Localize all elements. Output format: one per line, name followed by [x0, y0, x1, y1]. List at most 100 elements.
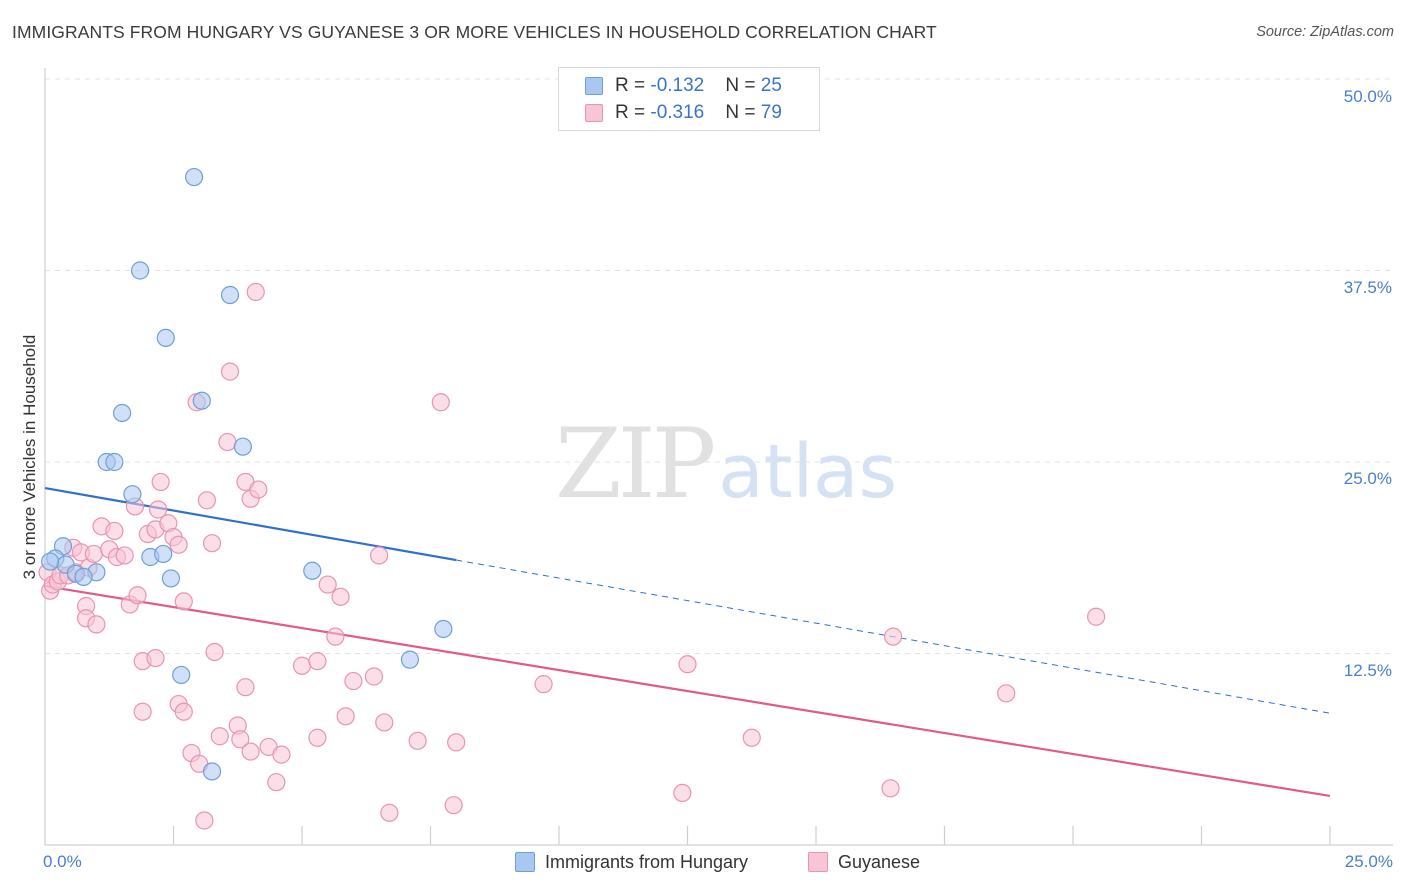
guyanese-point	[236, 678, 255, 697]
guyanese-point	[881, 779, 900, 798]
legend-swatch-hungary	[585, 77, 603, 95]
guyanese-point	[1087, 607, 1106, 626]
hungary-point	[220, 285, 240, 305]
guyanese-point	[249, 480, 268, 499]
hungary-point	[123, 485, 142, 504]
legend-n-label: N =	[725, 102, 761, 123]
guyanese-point	[336, 707, 355, 726]
hungary-point	[434, 619, 453, 639]
hungary-point	[303, 561, 322, 580]
guyanese-point	[742, 728, 761, 747]
legend-r-label: R =	[615, 75, 651, 96]
guyanese-point	[220, 362, 240, 381]
guyanese-point	[447, 733, 466, 752]
guyanese-point	[115, 546, 134, 565]
hungary-point	[74, 567, 93, 587]
guyanese-point	[210, 727, 229, 746]
guyanese-point	[678, 655, 697, 674]
guyanese-point	[174, 702, 193, 721]
legend-n-label: N =	[725, 75, 761, 96]
grid-lines	[45, 78, 1393, 654]
hungary-point	[112, 403, 132, 423]
y-axis-label: 3 or more Vehicles in Household	[20, 334, 39, 580]
legend-r-value: -0.316	[650, 102, 705, 123]
axes	[44, 68, 1393, 846]
guyanese-point	[169, 535, 188, 554]
guyanese-point	[246, 282, 265, 302]
trend-lines	[44, 486, 1331, 798]
guyanese-point	[444, 796, 463, 815]
bottom-legend-label-guyanese: Guyanese	[838, 852, 921, 872]
guyanese-point	[318, 575, 337, 594]
y-tick-label: 37.5%	[1343, 278, 1392, 297]
guyanese-point	[202, 534, 222, 553]
guyanese-point	[326, 627, 345, 646]
guyanese-point	[534, 675, 553, 694]
hungary-point	[202, 762, 222, 781]
guyanese-point	[883, 627, 903, 646]
guyanese-point	[364, 667, 384, 686]
legend-r-value: -0.132	[650, 75, 705, 96]
guyanese-point	[148, 500, 168, 519]
hungary-point	[130, 261, 150, 280]
guyanese-point	[195, 811, 214, 830]
bottom-legend-hungary: Immigrants from Hungary	[515, 852, 748, 873]
legend-n-value: 25	[760, 75, 782, 96]
guyanese-point	[308, 652, 327, 671]
legend-r-label: R =	[615, 102, 651, 123]
guyanese-point	[380, 803, 399, 822]
guyanese-point	[344, 671, 363, 691]
hungary-point	[400, 650, 420, 669]
hungary-point	[161, 569, 181, 588]
guyanese-point	[218, 432, 237, 452]
guyanese-point	[408, 731, 427, 750]
guyanese-point	[241, 742, 260, 761]
guyanese-point	[105, 521, 124, 541]
correlation-legend: R = -0.132 N = 25 R = -0.316 N = 79	[558, 67, 820, 131]
y-tick-label: 12.5%	[1343, 661, 1392, 680]
bottom-legend-swatch-guyanese	[808, 852, 828, 872]
guyanese-point	[292, 656, 312, 675]
guyanese-point	[128, 586, 147, 605]
data-points	[38, 167, 1106, 830]
guyanese-point	[431, 393, 450, 412]
guyanese-point	[84, 544, 103, 564]
bottom-legend-label-hungary: Immigrants from Hungary	[545, 852, 749, 872]
guyanese-point	[370, 546, 389, 565]
guyanese-point	[331, 587, 350, 606]
guyanese-point	[375, 713, 394, 732]
hungary-point	[172, 665, 191, 685]
x-tick-label-right: 25.0%	[1344, 852, 1393, 871]
guyanese-point	[308, 728, 327, 747]
guyanese-point	[267, 773, 286, 792]
legend-n-value: 79	[760, 102, 782, 123]
hungary-point	[192, 391, 211, 410]
hungary-point	[154, 544, 173, 564]
trend-line-hungary	[44, 486, 457, 562]
guyanese-point	[146, 648, 165, 668]
y-tick-label: 50.0%	[1343, 87, 1392, 106]
guyanese-point	[151, 472, 170, 492]
chart-title: IMMIGRANTS FROM HUNGARY VS GUYANESE 3 OR…	[12, 22, 937, 42]
guyanese-point	[272, 745, 291, 764]
guyanese-point	[205, 642, 224, 662]
legend-swatch-guyanese	[585, 104, 603, 122]
hungary-point	[105, 452, 124, 472]
watermark-zip: ZIP	[555, 408, 716, 520]
guyanese-point	[133, 702, 152, 721]
x-tick-label-left: 0.0%	[43, 852, 82, 871]
watermark: ZIPatlas	[555, 408, 897, 520]
chart-source: Source: ZipAtlas.com	[1256, 24, 1394, 40]
y-tick-label: 25.0%	[1343, 469, 1392, 488]
watermark-atlas: atlas	[718, 429, 898, 515]
guyanese-point	[997, 684, 1016, 703]
guyanese-point	[673, 783, 692, 803]
hungary-point	[184, 167, 204, 187]
bottom-legend-swatch-hungary	[515, 852, 535, 872]
hungary-point	[233, 437, 252, 456]
guyanese-point	[231, 730, 250, 749]
hungary-point	[41, 552, 60, 571]
guyanese-point	[197, 491, 217, 510]
trend-line-guyanese	[44, 585, 1331, 798]
